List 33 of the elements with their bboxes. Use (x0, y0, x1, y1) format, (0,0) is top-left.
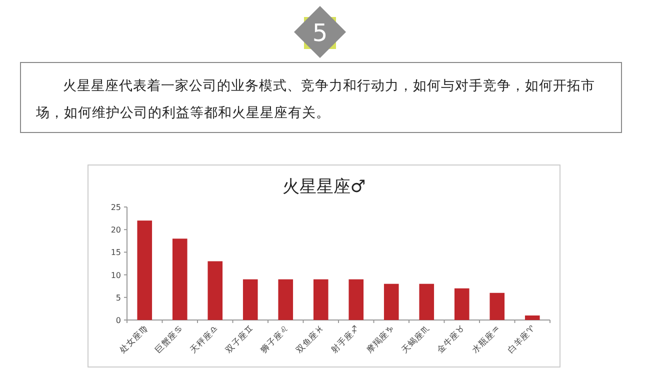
bar (384, 284, 399, 320)
bar (454, 288, 470, 320)
bar (348, 279, 364, 320)
x-tick-label: 狮子座♌ (258, 323, 291, 356)
bar (242, 279, 258, 320)
bar (172, 238, 188, 320)
x-tick-label: 处女座♍ (117, 323, 150, 356)
x-tick-label: 金牛座♉ (434, 323, 467, 356)
x-tick-label: 白羊座♈ (505, 323, 538, 356)
y-tick-label: 10 (110, 270, 121, 280)
text: 火星星座代表着一家公司的业务模式、竞争力和行动力，如何与对手竞争，如何开拓市场，如何维护公司的利益等都和火星星座有关。 (20, 62, 622, 133)
x-tick-label: 天秤座♎ (188, 323, 220, 356)
x-tick-label: 摩羯座♑ (364, 323, 396, 356)
y-tick-label: 15 (110, 248, 121, 258)
text: 5 (312, 19, 328, 47)
bar (313, 279, 328, 320)
x-tick-label: 天蝎座♏ (399, 323, 432, 356)
bar (137, 220, 152, 320)
x-tick-label: 巨蟹座♋ (152, 323, 185, 356)
y-tick-label: 5 (116, 293, 121, 302)
y-tick-label: 25 (110, 203, 121, 212)
x-tick-label: 双子座♊ (223, 323, 256, 356)
y-tick-label: 0 (116, 316, 121, 325)
x-tick-label: 水瓶座♒ (470, 323, 502, 356)
x-tick-label: 射手座♐ (328, 323, 362, 356)
x-tick-label: 双鱼座♓ (294, 323, 326, 356)
bar (419, 284, 434, 320)
bar (490, 292, 505, 320)
y-tick-label: 20 (110, 226, 121, 235)
bar (208, 261, 223, 320)
bar (524, 315, 540, 320)
chart-title: 火星星座♂ (282, 177, 366, 197)
bar (278, 279, 294, 320)
